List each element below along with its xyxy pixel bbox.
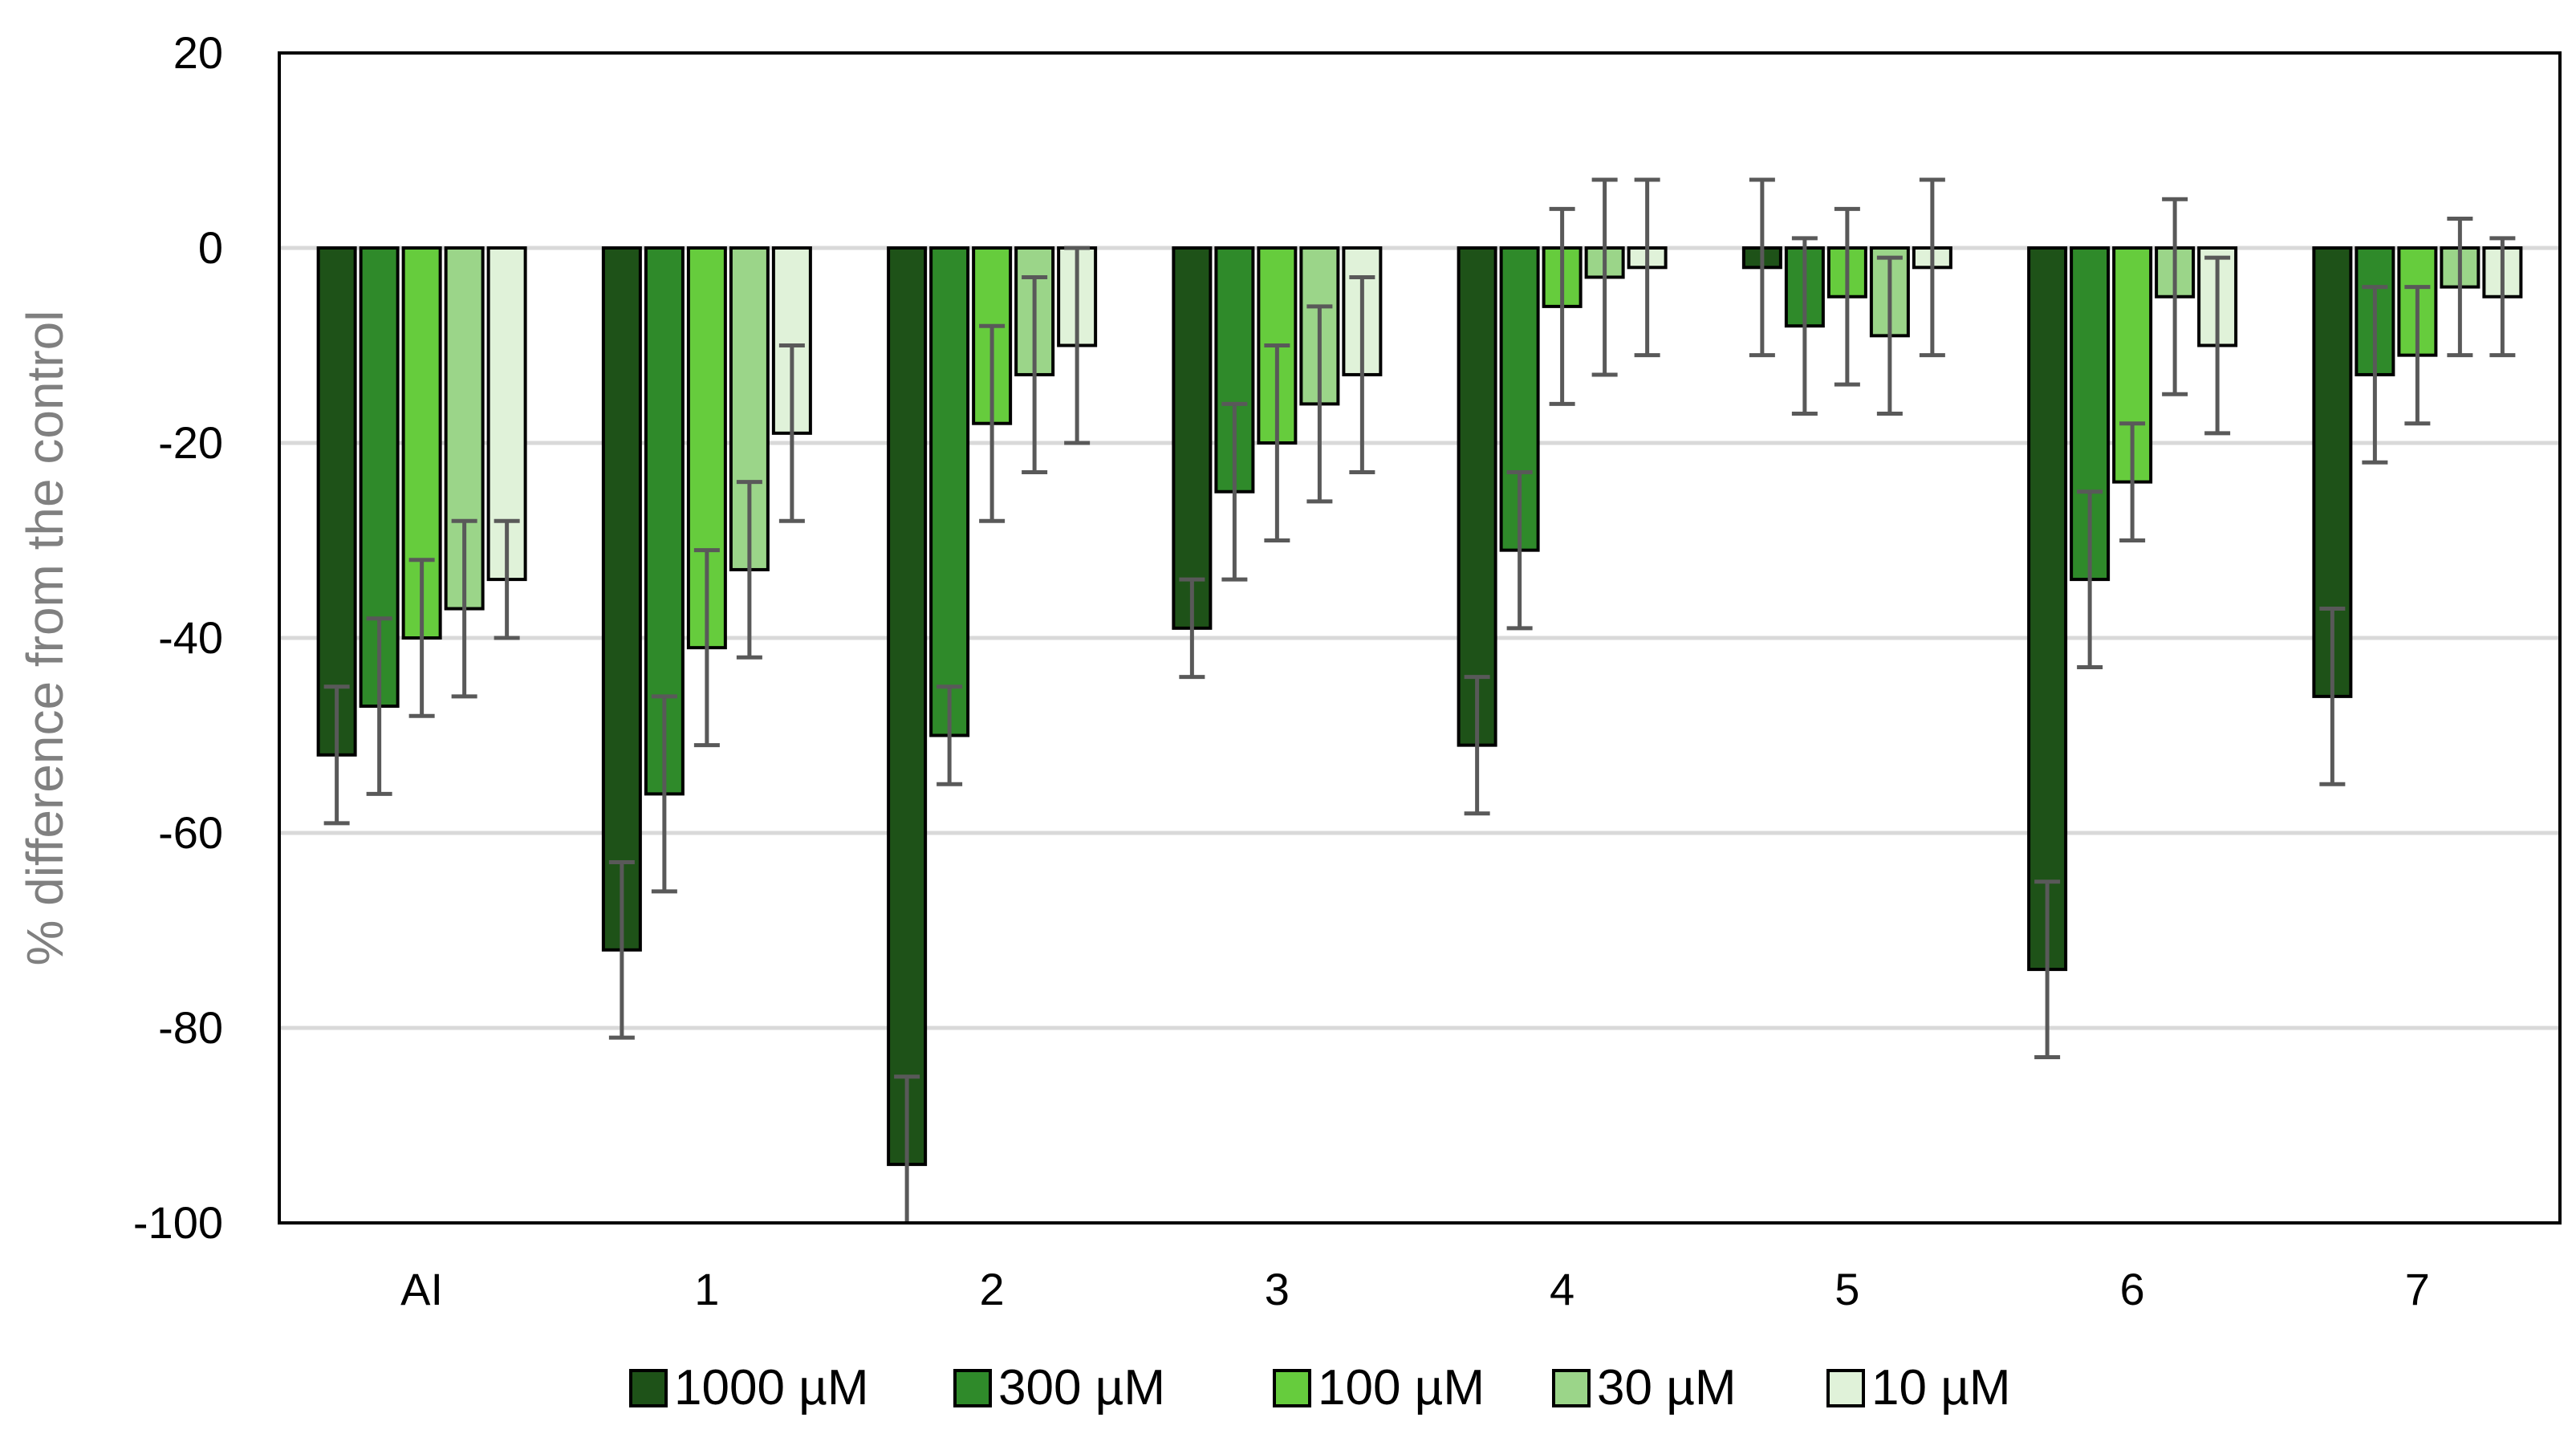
error-bars [323,177,2516,1223]
error-bar-6-series-3 [2162,197,2188,396]
legend-label: 1000 µM [674,1360,869,1415]
error-bar-6-series-4 [2204,255,2231,436]
error-bar-AI-series-3 [451,518,477,699]
error-bar-1-series-3 [736,480,762,660]
error-bar-3-series-3 [1306,304,1333,504]
error-bar-3-series-2 [1264,343,1290,542]
error-bar-4-series-1 [1506,469,1533,631]
legend-label: 100 µM [1318,1360,1485,1415]
error-bar-4-series-0 [1464,675,1490,816]
x-tick-label-5: 5 [1834,1264,1859,1314]
x-tick-label-AI: AI [400,1264,443,1314]
legend-item-1: 300 µM [953,1360,1165,1415]
bar-AI-series-0 [316,246,357,757]
legend-swatch [953,1369,992,1407]
legend-item-2: 100 µM [1273,1360,1485,1415]
error-bar-AI-series-4 [494,518,520,640]
error-bar-1-series-0 [608,859,635,1040]
error-bar-5-series-0 [1749,177,1775,358]
x-tick-label-1: 1 [694,1264,719,1314]
legend-label: 300 µM [998,1360,1165,1415]
legend-swatch [629,1369,668,1407]
bar-2-series-0 [887,246,928,1167]
y-axis-ticks: 20 0 -20 -40 -60 -80 -100 [133,27,223,1248]
error-bar-2-series-4 [1064,246,1091,445]
error-bar-3-series-4 [1349,274,1375,474]
bar-2-series-1 [929,246,970,737]
error-bar-AI-series-1 [366,616,392,796]
y-tick-label: -40 [158,612,223,663]
error-bar-6-series-2 [2119,421,2146,542]
error-bar-4-series-4 [1634,177,1660,358]
error-bar-7-series-4 [2489,236,2516,358]
error-bar-2-series-1 [937,684,963,786]
x-tick-label-6: 6 [2120,1264,2145,1314]
error-bar-5-series-4 [1919,177,1945,358]
x-axis-ticks: AI 1 2 3 4 5 6 7 [400,1264,2430,1314]
legend: 1000 µM 300 µM 100 µM 30 µM 10 µM [629,1360,2011,1415]
error-bar-1-series-4 [778,343,805,523]
error-bar-4-series-2 [1549,206,1575,406]
legend-swatch [1826,1369,1865,1407]
error-bar-AI-series-2 [408,558,435,718]
legend-item-0: 1000 µM [629,1360,869,1415]
error-bar-7-series-0 [2319,607,2346,786]
x-tick-label-3: 3 [1265,1264,1290,1314]
y-axis-title: % difference from the control [16,311,74,966]
y-tick-label: -20 [158,417,223,468]
error-bar-3-series-1 [1221,401,1248,582]
x-tick-label-4: 4 [1550,1264,1574,1314]
error-bar-6-series-1 [2077,489,2103,669]
y-tick-label: -100 [133,1197,223,1248]
y-tick-label: -80 [158,1002,223,1053]
x-tick-label-2: 2 [980,1264,1005,1314]
bar-4-series-0 [1457,246,1497,747]
error-bar-AI-series-0 [323,684,350,826]
error-bar-2-series-3 [1022,274,1048,474]
x-tick-label-7: 7 [2405,1264,2430,1314]
error-bar-5-series-2 [1834,206,1860,387]
bar-1-series-3 [729,246,770,571]
bar-3-series-0 [1172,246,1213,630]
error-bar-5-series-3 [1876,255,1903,416]
error-bar-2-series-2 [979,323,1006,523]
error-bar-7-series-2 [2404,285,2431,426]
legend-item-4: 10 µM [1826,1360,2011,1415]
error-bar-6-series-0 [2034,879,2061,1059]
y-tick-label: 20 [173,27,223,78]
y-tick-label: -60 [158,807,223,858]
error-bar-7-series-1 [2362,285,2388,465]
error-bar-3-series-0 [1179,577,1205,680]
error-bar-4-series-3 [1591,177,1618,377]
legend-swatch [1552,1369,1591,1407]
legend-item-3: 30 µM [1552,1360,1737,1415]
error-bar-2-series-0 [894,1074,920,1223]
bar-6-series-0 [2027,246,2068,972]
error-bar-5-series-1 [1791,236,1818,416]
error-bar-1-series-1 [651,694,677,894]
bar-1-series-0 [601,246,642,952]
error-bar-1-series-2 [693,548,720,748]
y-tick-label: 0 [198,222,223,273]
legend-label: 10 µM [1871,1360,2011,1415]
legend-swatch [1273,1369,1311,1407]
legend-label: 30 µM [1597,1360,1737,1415]
error-bar-7-series-3 [2447,217,2473,358]
plot-area-frame [278,51,2562,1225]
